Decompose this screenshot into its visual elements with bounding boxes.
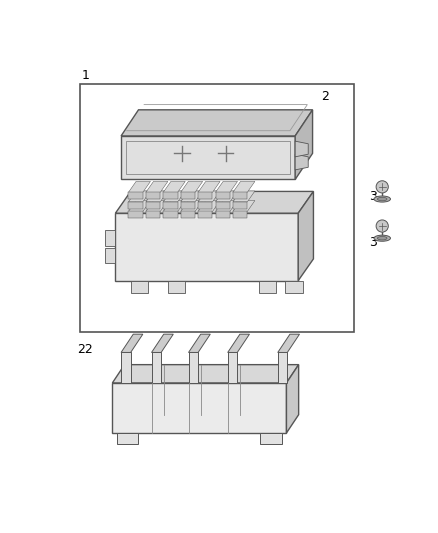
Polygon shape xyxy=(198,200,220,212)
Circle shape xyxy=(376,220,389,232)
Polygon shape xyxy=(228,334,250,352)
Polygon shape xyxy=(198,202,212,209)
Ellipse shape xyxy=(378,197,387,201)
Polygon shape xyxy=(146,202,160,209)
Polygon shape xyxy=(128,181,150,192)
Polygon shape xyxy=(259,281,276,293)
Text: 1: 1 xyxy=(82,69,90,82)
Polygon shape xyxy=(215,191,237,202)
Polygon shape xyxy=(131,281,148,293)
Polygon shape xyxy=(116,191,314,213)
Polygon shape xyxy=(121,110,313,136)
Polygon shape xyxy=(233,202,247,209)
Polygon shape xyxy=(128,192,143,199)
Polygon shape xyxy=(163,212,178,219)
Polygon shape xyxy=(181,202,195,209)
Polygon shape xyxy=(215,200,237,212)
Polygon shape xyxy=(116,213,298,281)
Polygon shape xyxy=(128,200,150,212)
Ellipse shape xyxy=(378,237,387,240)
Polygon shape xyxy=(113,383,286,433)
Polygon shape xyxy=(146,191,168,202)
Polygon shape xyxy=(198,191,220,202)
Polygon shape xyxy=(233,191,255,202)
Polygon shape xyxy=(163,200,185,212)
Polygon shape xyxy=(260,433,282,444)
Polygon shape xyxy=(295,154,308,170)
Ellipse shape xyxy=(374,196,391,202)
Polygon shape xyxy=(198,212,212,219)
Polygon shape xyxy=(181,212,195,219)
Polygon shape xyxy=(168,281,185,293)
Polygon shape xyxy=(121,334,143,352)
Polygon shape xyxy=(105,230,116,246)
Polygon shape xyxy=(188,352,198,383)
Polygon shape xyxy=(198,181,220,192)
Text: 3: 3 xyxy=(369,236,377,249)
Polygon shape xyxy=(278,334,300,352)
Polygon shape xyxy=(215,212,230,219)
Text: 3: 3 xyxy=(369,190,377,204)
Polygon shape xyxy=(128,191,150,202)
Polygon shape xyxy=(152,352,161,383)
Polygon shape xyxy=(215,192,230,199)
Polygon shape xyxy=(105,248,116,263)
Polygon shape xyxy=(285,281,303,293)
Polygon shape xyxy=(228,352,237,383)
Text: 2: 2 xyxy=(321,90,329,103)
Polygon shape xyxy=(163,192,178,199)
Polygon shape xyxy=(163,202,178,209)
Polygon shape xyxy=(146,200,168,212)
Polygon shape xyxy=(128,202,143,209)
Polygon shape xyxy=(233,212,247,219)
Polygon shape xyxy=(128,212,143,219)
Polygon shape xyxy=(121,136,295,180)
Polygon shape xyxy=(181,192,195,199)
Polygon shape xyxy=(188,334,210,352)
Circle shape xyxy=(376,181,389,193)
Text: 22: 22 xyxy=(78,343,93,356)
Polygon shape xyxy=(181,181,203,192)
Polygon shape xyxy=(146,212,160,219)
Polygon shape xyxy=(295,141,308,157)
Polygon shape xyxy=(233,192,247,199)
Polygon shape xyxy=(233,181,255,192)
Polygon shape xyxy=(198,192,212,199)
Polygon shape xyxy=(181,191,203,202)
Polygon shape xyxy=(181,200,203,212)
Polygon shape xyxy=(298,191,314,281)
Polygon shape xyxy=(146,192,160,199)
Polygon shape xyxy=(295,110,313,180)
Polygon shape xyxy=(215,181,237,192)
Polygon shape xyxy=(152,334,173,352)
Polygon shape xyxy=(215,202,230,209)
Polygon shape xyxy=(286,365,299,433)
Polygon shape xyxy=(163,191,185,202)
Polygon shape xyxy=(121,352,131,383)
Polygon shape xyxy=(117,433,138,444)
Bar xyxy=(126,141,290,174)
Polygon shape xyxy=(146,181,168,192)
Ellipse shape xyxy=(374,235,391,241)
Bar xyxy=(80,84,354,332)
Polygon shape xyxy=(278,352,287,383)
Polygon shape xyxy=(163,181,185,192)
Polygon shape xyxy=(113,365,299,383)
Polygon shape xyxy=(233,200,255,212)
